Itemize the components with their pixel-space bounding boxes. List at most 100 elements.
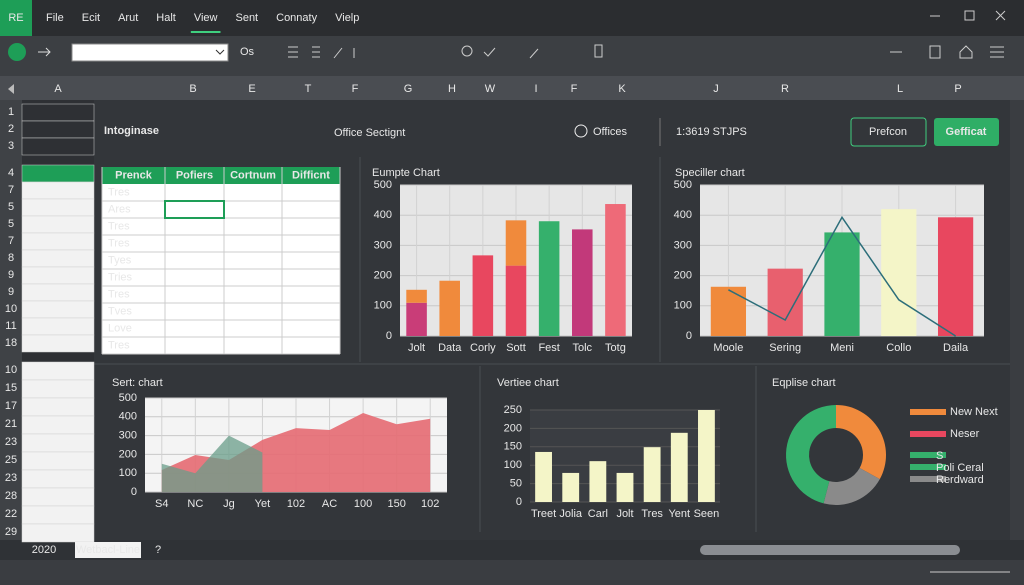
button-label[interactable]: Prefcon xyxy=(869,126,907,138)
x-tick-label: NC xyxy=(187,498,203,510)
row-label: 10 xyxy=(5,364,17,376)
chart-title: Eqplise chart xyxy=(772,377,836,389)
table-header: Difficnt xyxy=(292,169,330,181)
x-tick-label: Carl xyxy=(588,508,608,520)
y-tick-label: 200 xyxy=(374,270,392,282)
line xyxy=(728,215,957,337)
x-tick-label: Yet xyxy=(255,498,271,510)
sheet-tab[interactable]: 2020 xyxy=(32,544,56,556)
menu-item[interactable]: Connaty xyxy=(276,12,317,24)
row-label: 8 xyxy=(8,252,14,264)
x-tick-label: 102 xyxy=(287,498,305,510)
bar xyxy=(670,432,688,502)
x-tick-label: Corly xyxy=(470,342,496,354)
cell xyxy=(21,487,95,507)
menu-item[interactable]: File xyxy=(46,12,64,24)
y-tick-label: 400 xyxy=(674,209,692,221)
y-tick-label: 0 xyxy=(386,330,392,342)
column-label: F xyxy=(352,83,359,95)
menu-item[interactable]: View xyxy=(194,12,218,24)
y-tick-label: 0 xyxy=(686,330,692,342)
menu-item[interactable]: Vielp xyxy=(335,12,359,24)
table-cell: Tres xyxy=(108,288,130,300)
cell xyxy=(21,198,95,217)
dashboard-subtitle: Office Sectignt xyxy=(334,127,405,139)
row-label: 11 xyxy=(5,320,16,332)
table-cell: Ares xyxy=(108,203,131,215)
stat: 1:3619 xyxy=(676,126,710,138)
row-label: 5 xyxy=(8,201,14,213)
x-tick-label: 102 xyxy=(421,498,439,510)
scrollbar-h[interactable] xyxy=(700,545,960,555)
table-cell: Tres xyxy=(108,339,130,351)
x-tick-label: Seen xyxy=(694,508,720,520)
cell xyxy=(21,103,95,122)
row-label: 25 xyxy=(5,454,17,466)
cell xyxy=(21,433,95,453)
x-tick-label: AC xyxy=(322,498,337,510)
bar xyxy=(605,204,626,336)
home-button[interactable] xyxy=(8,43,26,61)
button-filled[interactable] xyxy=(934,118,999,146)
cell xyxy=(21,334,95,353)
sheet-tab[interactable]: ? xyxy=(155,544,161,556)
bar xyxy=(406,302,427,336)
menu-item[interactable]: Halt xyxy=(156,12,176,24)
row-label: 29 xyxy=(5,526,17,538)
font-box[interactable]: Os xyxy=(240,46,255,58)
row-label: 17 xyxy=(5,400,17,412)
y-tick-label: 400 xyxy=(374,209,392,221)
row-label: 9 xyxy=(8,269,14,281)
donut-segment xyxy=(836,405,887,480)
y-tick-label: 150 xyxy=(504,441,522,453)
row-label: 4 xyxy=(8,167,14,179)
row-label: 10 xyxy=(5,303,17,315)
y-tick-label: 100 xyxy=(504,459,522,471)
column-label: I xyxy=(534,83,537,95)
row-label: 1 xyxy=(8,106,14,118)
column-label: A xyxy=(54,83,62,95)
button-label[interactable]: Gefficat xyxy=(946,126,987,138)
sheet-tab[interactable]: Wetbacl-Line xyxy=(76,544,140,556)
cell xyxy=(21,283,95,302)
chart-title: Vertiee chart xyxy=(497,377,559,389)
active-tab[interactable] xyxy=(75,542,141,558)
chart-title: Eumpte Chart xyxy=(372,167,440,179)
arrow-icon[interactable] xyxy=(38,47,51,57)
table-cell: Tres xyxy=(108,186,130,198)
table-cell: Tves xyxy=(108,305,132,317)
column-label: T xyxy=(305,83,312,95)
toolbar-icons xyxy=(288,10,1006,59)
menu-item[interactable]: Ecit xyxy=(82,12,100,24)
x-tick-label: Collo xyxy=(886,342,911,354)
x-tick-label: Tres xyxy=(641,508,663,520)
column-label: G xyxy=(404,83,413,95)
bar xyxy=(643,447,661,502)
y-tick-label: 500 xyxy=(119,392,137,404)
chart-title: Speciller chart xyxy=(675,167,745,179)
table-cell: Tries xyxy=(108,271,133,283)
column-label: J xyxy=(713,83,719,95)
row-label: 7 xyxy=(8,235,14,247)
column-label: P xyxy=(954,83,961,95)
scrollbar-v[interactable] xyxy=(1010,100,1024,540)
name-box[interactable] xyxy=(71,43,229,62)
bar xyxy=(505,220,527,266)
cell xyxy=(21,300,95,319)
cell xyxy=(21,523,95,543)
row-label: 9 xyxy=(8,286,14,298)
cell xyxy=(21,379,95,399)
column-header xyxy=(0,76,1024,100)
bar xyxy=(698,410,715,502)
menu-item[interactable]: Sent xyxy=(235,12,258,24)
y-tick-label: 200 xyxy=(504,422,522,434)
menu-item[interactable]: Arut xyxy=(118,12,138,24)
column-label: W xyxy=(485,83,496,95)
button-outline[interactable] xyxy=(850,117,927,147)
cell xyxy=(21,317,95,336)
y-tick-label: 100 xyxy=(374,300,392,312)
row-label: 5 xyxy=(8,218,14,230)
selected-cell[interactable] xyxy=(164,200,225,219)
bar xyxy=(824,232,860,336)
